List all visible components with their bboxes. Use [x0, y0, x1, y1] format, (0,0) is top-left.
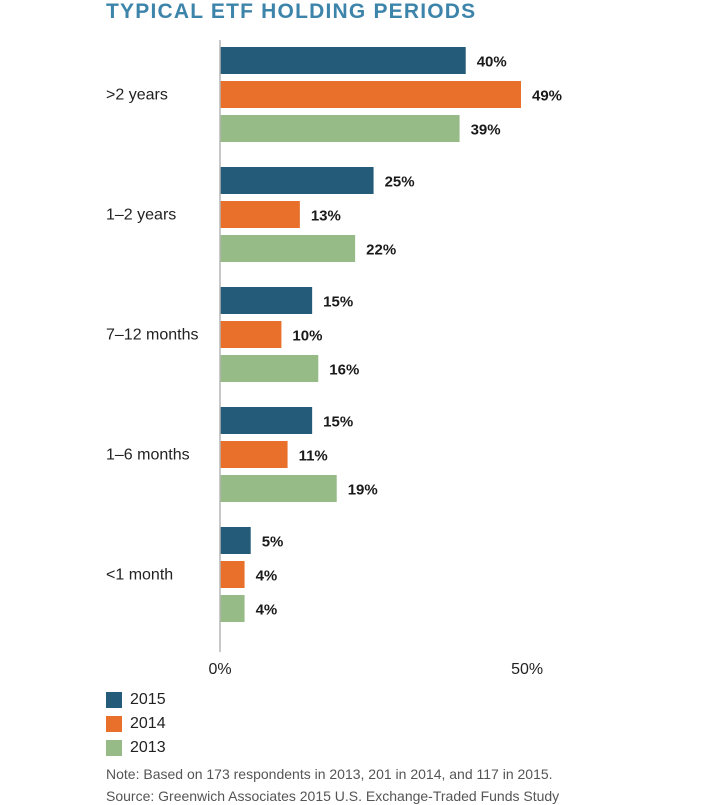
category-label: >2 years [106, 87, 168, 104]
legend: 2015 2014 2013 [106, 688, 166, 760]
bar-2014--2-years [220, 81, 521, 108]
legend-label-2015: 2015 [130, 691, 166, 708]
category-label: 1–6 months [106, 447, 190, 464]
category-label: <1 month [106, 567, 173, 584]
bar-2014-7-12-months [220, 321, 282, 348]
bar-2013--1-month [220, 595, 245, 622]
footnote-note: Note: Based on 173 respondents in 2013, … [106, 766, 553, 782]
bar-2015-1-6-months [220, 407, 313, 434]
bar-2015-7-12-months [220, 287, 313, 314]
x-tick-label: 50% [511, 661, 543, 678]
bar-2014-1-6-months [220, 441, 288, 468]
legend-swatch-2013 [106, 740, 122, 756]
value-label: 25% [385, 174, 415, 191]
value-label: 39% [471, 122, 501, 139]
legend-swatch-2014 [106, 716, 122, 732]
value-label: 40% [477, 54, 507, 71]
legend-item-2013: 2013 [106, 736, 166, 760]
value-label: 15% [323, 414, 353, 431]
value-label: 4% [256, 602, 278, 619]
value-label: 13% [311, 208, 341, 225]
bar-2013-7-12-months [220, 355, 319, 382]
value-label: 19% [348, 482, 378, 499]
category-label: 7–12 months [106, 327, 199, 344]
legend-label-2014: 2014 [130, 715, 166, 732]
value-label: 5% [262, 534, 284, 551]
value-label: 15% [323, 294, 353, 311]
bar-2015-1-2-years [220, 167, 374, 194]
bar-2013-1-2-years [220, 235, 356, 262]
legend-item-2015: 2015 [106, 688, 166, 712]
bar-2015--1-month [220, 527, 251, 554]
legend-label-2013: 2013 [130, 739, 166, 756]
value-label: 11% [299, 448, 328, 465]
bar-chart: >2 years 40% 49% 39% 1–2 years 25% 13% 22% 7–12 … [106, 40, 562, 678]
value-label: 49% [532, 88, 562, 105]
bar-2014-1-2-years [220, 201, 300, 228]
bar-2014--1-month [220, 561, 245, 588]
legend-item-2014: 2014 [106, 712, 166, 736]
value-label: 10% [292, 328, 322, 345]
category-label: 1–2 years [106, 207, 176, 224]
footnote-source: Source: Greenwich Associates 2015 U.S. E… [106, 788, 560, 804]
chart-title: TYPICAL ETF HOLDING PERIODS [106, 0, 477, 23]
legend-swatch-2015 [106, 692, 122, 708]
bar-2015--2-years [220, 47, 466, 74]
bar-2013-1-6-months [220, 475, 337, 502]
value-label: 16% [329, 362, 359, 379]
bar-2013--2-years [220, 115, 460, 142]
value-label: 4% [256, 568, 278, 585]
value-label: 22% [366, 242, 396, 259]
x-tick-label: 0% [208, 661, 231, 678]
